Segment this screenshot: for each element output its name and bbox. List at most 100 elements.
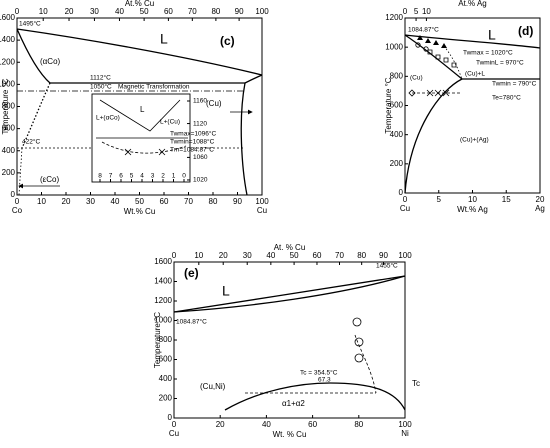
x-tick-label: 70 [184, 197, 193, 206]
annotation: 1455°C [376, 262, 398, 270]
top-tick-label: 0 [403, 7, 408, 16]
x-tick-label: 15 [502, 195, 511, 204]
annotation: Te=780°C [492, 94, 521, 102]
inset-x-tick-label: 4 [140, 173, 144, 180]
inset-x-tick-label: 1 [172, 173, 176, 180]
inset-region: L [140, 105, 145, 114]
phase-label: (Cu)+L [465, 71, 485, 78]
y-tick-label: 1000 [385, 42, 403, 51]
circle-marker [354, 353, 364, 363]
dotted-curve [443, 45, 463, 80]
top-tick-label: 0 [172, 251, 177, 260]
top-axis-label: At.% Cu [125, 0, 154, 8]
phase-label: (Cu) [206, 99, 222, 108]
annotation: 1112°C [90, 74, 111, 82]
y-tick-label: 800 [2, 102, 16, 111]
top-tick-label: 20 [65, 7, 74, 16]
inset-y-tick-label: 1020 [193, 177, 208, 184]
top-tick-label: 0 [15, 7, 20, 16]
x-axis-label: Wt.% Ag [457, 205, 488, 214]
x-tick-label: 20 [62, 197, 71, 206]
eps-boundary [18, 147, 23, 196]
annotation: Tc [412, 379, 420, 388]
top-tick-label: 90 [379, 251, 388, 260]
x-tick-label: 0 [403, 195, 408, 204]
top-tick-label: 80 [211, 7, 220, 16]
annotation: 422°C [22, 138, 40, 146]
top-tick-label: 10 [39, 7, 48, 16]
x-tick-label: 20 [216, 420, 225, 429]
x-tick-label: 60 [160, 197, 169, 206]
x-tick-label: 60 [308, 420, 317, 429]
x-tick-label: 40 [262, 420, 271, 429]
top-tick-label: 80 [357, 251, 366, 260]
left-element: Cu [400, 204, 410, 213]
top-tick-label: 50 [290, 251, 299, 260]
y-tick-label: 1600 [0, 13, 16, 22]
panel-label: (e) [184, 266, 199, 280]
x-tick-label: 80 [209, 197, 218, 206]
y-tick-label: 400 [390, 130, 404, 139]
panel-e-curves [173, 275, 406, 411]
liquidus [173, 275, 406, 313]
plot-frame [404, 17, 541, 194]
cu-solvus [240, 82, 248, 196]
x-tick-label: 10 [37, 197, 46, 206]
top-tick-label: 40 [266, 251, 275, 260]
y-tick-label: 600 [390, 101, 404, 110]
co-boundary [21, 82, 51, 149]
y-tick-label: 1000 [0, 79, 16, 88]
annotation: 1084.87°C [408, 26, 439, 34]
solidus [404, 34, 463, 80]
inset-x-tick-label: 2 [161, 173, 165, 180]
x-tick-label: 30 [86, 197, 95, 206]
y-tick-label: 400 [2, 146, 16, 155]
y-tick-label: 0 [399, 188, 404, 197]
inset-annotation: Twmax=1096°C [170, 130, 216, 138]
y-axis-label: Temperature °C [384, 77, 393, 133]
annotation: Twmax = 1020°C [463, 49, 513, 57]
top-axis-label: At. % Cu [274, 243, 306, 252]
right-element: Cu [257, 206, 267, 215]
left-element: Cu [169, 429, 179, 438]
top-tick-label: 100 [255, 7, 269, 16]
phase-label: (Cu) [410, 75, 423, 82]
panel-label: (d) [518, 24, 533, 38]
y-axis-label: Temperature °C [153, 312, 162, 368]
dashed-curve [354, 334, 377, 394]
top-tick-label: 70 [188, 7, 197, 16]
top-tick-label: 40 [115, 7, 124, 16]
annotation: 1050°C [90, 83, 112, 91]
inset-y-tick-label: 1060 [193, 154, 208, 161]
x-tick-label: 0 [172, 420, 177, 429]
y-tick-label: 400 [159, 374, 173, 383]
y-tick-label: 1600 [154, 257, 172, 266]
annotation: Tc = 354.5°C [300, 369, 338, 377]
diamond-marker [408, 89, 416, 97]
inset-x-tick-label: 3 [151, 173, 155, 180]
x-axis-label: Wt. % Cu [273, 430, 307, 439]
x-tick-label: 90 [233, 197, 242, 206]
panel-d-curves [404, 34, 541, 194]
y-tick-label: 1200 [154, 296, 172, 305]
phase-label: (Cu,Ni) [200, 382, 226, 391]
inset-x-tick-label: 6 [119, 173, 123, 180]
inset-x-markers [124, 148, 166, 156]
top-tick-label: 10 [422, 7, 431, 16]
annotation: Twmin = 790°C [492, 80, 537, 88]
solidus [173, 275, 406, 313]
phase-label: L [488, 27, 496, 43]
top-tick-label: 30 [90, 7, 99, 16]
miscibility-gap [224, 382, 406, 411]
phase-label: L [222, 283, 230, 299]
liquidus [16, 28, 263, 76]
y-tick-label: 1400 [154, 277, 172, 286]
annotation: Magnetic Transformation [118, 84, 190, 91]
cu-solidus [244, 74, 263, 84]
inset-x-tick-label: 7 [109, 173, 113, 180]
x-tick-label: 10 [468, 195, 477, 204]
y-tick-label: 200 [2, 168, 16, 177]
top-tick-label: 60 [313, 251, 322, 260]
annotation: 1084.87°C [176, 318, 207, 326]
